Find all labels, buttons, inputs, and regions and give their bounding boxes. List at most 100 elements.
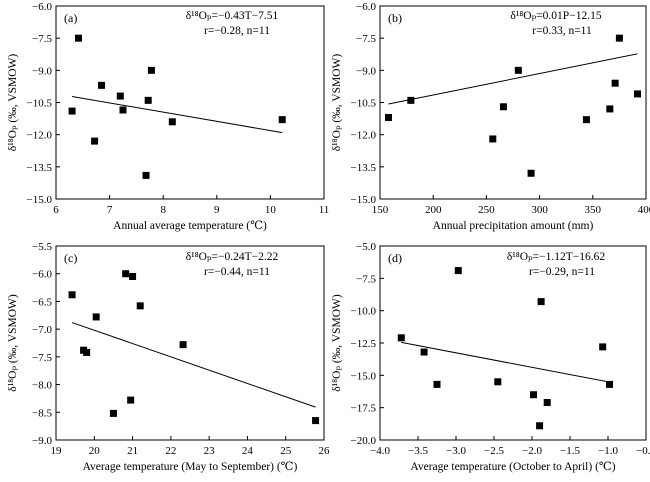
data-point	[494, 378, 502, 386]
y-tick-label: −9.0	[32, 65, 52, 77]
data-point	[433, 380, 441, 388]
data-point	[75, 34, 83, 42]
x-tick-label: 9	[214, 204, 220, 216]
y-tick-label: −17.5	[351, 403, 377, 415]
x-tick-label: −1.0	[598, 445, 618, 457]
regression-equation: δ¹⁸Oₚ=−0.43T−7.51	[186, 10, 279, 22]
data-point	[530, 391, 538, 399]
x-tick-label: 26	[319, 445, 331, 457]
data-point	[606, 105, 614, 113]
data-point	[312, 417, 320, 425]
y-tick-label: −12.0	[27, 130, 53, 142]
data-point	[129, 272, 137, 280]
data-point	[168, 118, 176, 126]
y-tick-label: −15.0	[351, 370, 377, 382]
data-point	[615, 34, 623, 42]
x-tick-label: 250	[478, 204, 495, 216]
x-tick-label: 19	[51, 445, 63, 457]
y-tick-label: −6.0	[32, 1, 52, 13]
regression-stats: r=−0.44, n=11	[204, 266, 270, 278]
chart-panel-2: 150 200 250 300 350 400 −15.0 −13.5 −12.0 −10.5 −9…	[331, 1, 650, 232]
x-tick-label: 8	[160, 204, 166, 216]
regression-stats: r=−0.29, n=11	[529, 266, 595, 278]
panel-label: (a)	[64, 11, 77, 25]
data-point	[122, 270, 130, 278]
regression-line	[401, 341, 610, 383]
data-point	[179, 341, 187, 349]
chart-panel-3: 19 20 21 22 23 24 25 26 −9.0 −8.5 −8.0 −7.5 −7.0 −6.5…	[7, 241, 330, 473]
data-point	[489, 135, 497, 143]
x-tick-label: −3.5	[408, 445, 428, 457]
data-point	[499, 103, 507, 111]
y-tick-label: −5.0	[356, 241, 376, 253]
data-point	[127, 396, 135, 404]
data-point	[91, 137, 99, 145]
data-point	[136, 302, 144, 310]
y-tick-label: −13.5	[351, 162, 377, 174]
y-tick-label: −7.5	[32, 33, 52, 45]
y-axis-label: δ¹⁸Oₚ (‰, VSMOW)	[331, 54, 343, 152]
data-point	[407, 96, 415, 104]
x-tick-label: 10	[265, 204, 277, 216]
plot-frame	[55, 5, 325, 200]
regression-line	[71, 322, 316, 408]
x-tick-label: 22	[165, 445, 176, 457]
panel-label: (d)	[388, 251, 402, 265]
data-point	[606, 380, 614, 388]
y-tick-label: −10.5	[351, 98, 377, 110]
regression-equation: δ¹⁸Oₚ=0.01P−12.15	[510, 10, 601, 22]
panel-label: (b)	[388, 11, 402, 25]
regression-equation: δ¹⁸Oₚ=−0.24T−2.22	[186, 251, 279, 263]
x-tick-label: 7	[107, 204, 113, 216]
x-axis-label: Average temperature (May to September) (…	[83, 461, 298, 473]
x-tick-label: −3.0	[446, 445, 466, 457]
y-tick-label: −9.0	[356, 65, 376, 77]
y-tick-label: −12.0	[351, 130, 377, 142]
regression-stats: r=−0.28, n=11	[204, 25, 270, 37]
y-tick-label: −12.5	[351, 338, 377, 350]
data-point	[537, 298, 545, 306]
data-point	[144, 96, 152, 104]
data-point	[98, 81, 106, 89]
x-tick-label: 200	[425, 204, 442, 216]
data-point	[68, 107, 76, 115]
x-tick-label: 11	[319, 204, 330, 216]
data-point	[582, 116, 590, 124]
data-point	[633, 90, 641, 98]
y-axis-label: δ¹⁸Oₚ (‰, VSMOW)	[7, 54, 19, 152]
data-point	[385, 114, 393, 122]
data-point	[92, 313, 100, 321]
y-axis-label: δ¹⁸Oₚ (‰, VSMOW)	[7, 294, 19, 392]
y-tick-label: −7.5	[32, 352, 52, 364]
y-tick-label: −10.0	[351, 306, 377, 318]
regression-stats: r=0.33, n=11	[532, 25, 592, 37]
data-point	[599, 343, 607, 351]
x-tick-label: 25	[280, 445, 292, 457]
panel-label: (c)	[64, 251, 77, 265]
x-tick-label: 24	[242, 445, 254, 457]
x-tick-label: −0.5	[636, 445, 650, 457]
plot-frame	[379, 245, 647, 441]
y-tick-label: −8.0	[32, 380, 52, 392]
data-point	[83, 348, 91, 356]
y-axis-label: δ¹⁸Oₚ (‰, VSMOW)	[331, 294, 343, 392]
x-tick-label: −4.0	[370, 445, 390, 457]
y-tick-label: −15.0	[351, 194, 377, 206]
data-point	[420, 348, 428, 356]
data-point	[397, 334, 405, 342]
x-tick-label: 350	[585, 204, 602, 216]
data-point	[147, 66, 155, 74]
data-point	[536, 422, 544, 430]
y-tick-label: −6.0	[356, 1, 376, 13]
regression-line	[388, 53, 638, 105]
data-point	[543, 398, 551, 406]
data-point	[119, 106, 127, 114]
y-tick-label: −7.5	[356, 273, 376, 285]
x-tick-label: −2.5	[484, 445, 504, 457]
x-tick-label: −2.0	[522, 445, 542, 457]
y-tick-label: −15.0	[27, 194, 53, 206]
y-tick-label: −8.5	[32, 407, 52, 419]
x-tick-label: 20	[89, 445, 101, 457]
data-point	[527, 169, 535, 177]
